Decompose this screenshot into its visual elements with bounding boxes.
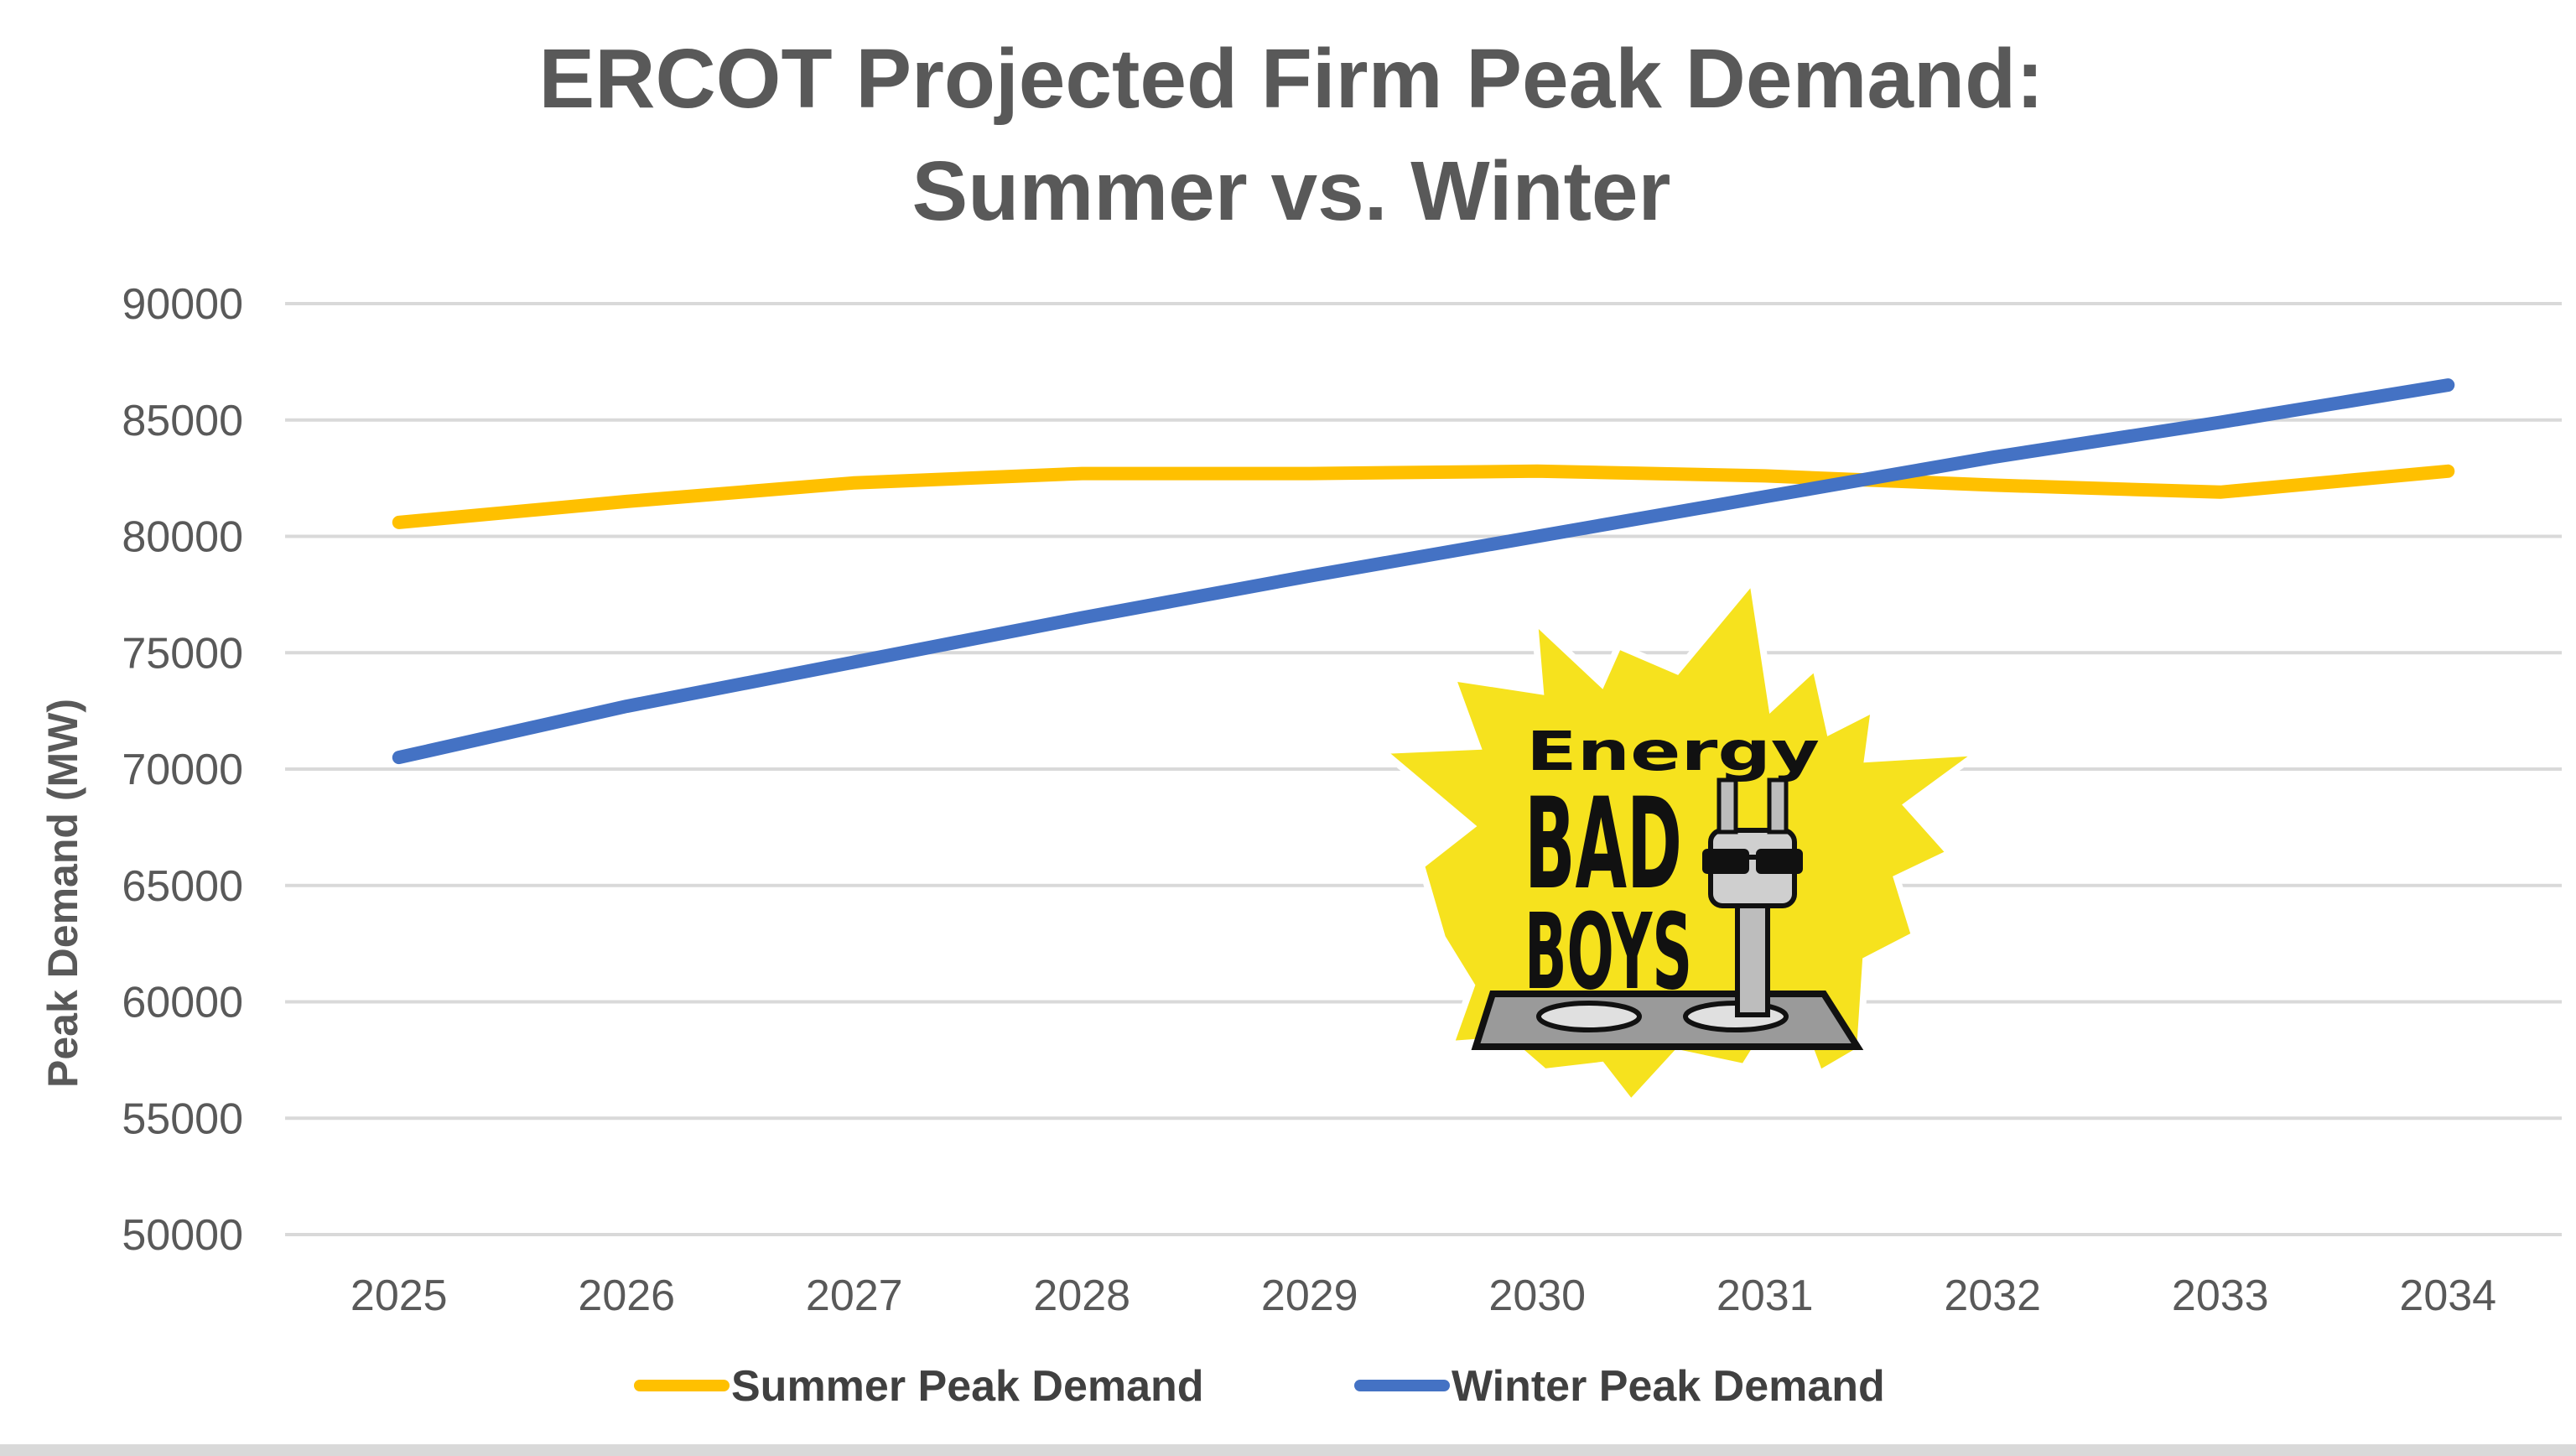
- plug-character-icon: [1702, 777, 1803, 1017]
- x-tick-label: 2031: [1716, 1271, 1814, 1320]
- x-tick-label: 2030: [1488, 1271, 1586, 1320]
- x-tick-label: 2027: [806, 1271, 903, 1320]
- series-line-summer: [392, 464, 2455, 529]
- y-tick-label: 80000: [122, 513, 243, 562]
- y-tick-label: 55000: [122, 1095, 243, 1143]
- y-tick-label: 50000: [122, 1211, 243, 1260]
- y-tick-label: 90000: [122, 280, 243, 329]
- x-tick-label: 2025: [351, 1271, 448, 1320]
- legend-label-winter: Winter Peak Demand: [1452, 1362, 1885, 1411]
- bottom-border: [0, 1444, 2576, 1456]
- series-line-winter: [392, 378, 2455, 765]
- x-tick-label: 2033: [2172, 1271, 2269, 1320]
- logo-word-bad: BAD: [1524, 772, 1682, 918]
- outlet-icon: [1471, 991, 1864, 1050]
- energy-bad-boys-logo: Energy BAD BOYS: [1373, 572, 1991, 1109]
- starburst-icon: [1373, 572, 1991, 1109]
- logo-word-energy: Energy: [1526, 721, 1820, 783]
- y-tick-label: 70000: [122, 746, 243, 794]
- series-lines: [392, 378, 2455, 765]
- y-tick-label: 85000: [122, 397, 243, 445]
- x-tick-label: 2029: [1261, 1271, 1358, 1320]
- x-tick-label: 2032: [1944, 1271, 2041, 1320]
- y-tick-label: 65000: [122, 862, 243, 911]
- x-tick-label: 2026: [578, 1271, 675, 1320]
- y-tick-label: 75000: [122, 629, 243, 678]
- y-tick-label: 60000: [122, 979, 243, 1027]
- x-tick-label: 2034: [2399, 1271, 2496, 1320]
- x-axis-ticks: 2025 2026 2027 2028 2029 2030 2031 2032 2033 2034: [351, 1271, 2496, 1320]
- y-axis-ticks: 90000 85000 80000 75000 70000 65000 60000 55000…: [122, 280, 243, 1260]
- y-axis-title: Peak Demand (MW): [39, 699, 86, 1088]
- x-tick-label: 2028: [1033, 1271, 1130, 1320]
- chart-title-line-1: ERCOT Projected Firm Peak Demand:: [539, 32, 2044, 126]
- legend-label-summer: Summer Peak Demand: [731, 1362, 1204, 1411]
- legend: Summer Peak Demand Winter Peak Demand: [634, 1362, 1885, 1411]
- chart-title-line-2: Summer vs. Winter: [912, 144, 1671, 238]
